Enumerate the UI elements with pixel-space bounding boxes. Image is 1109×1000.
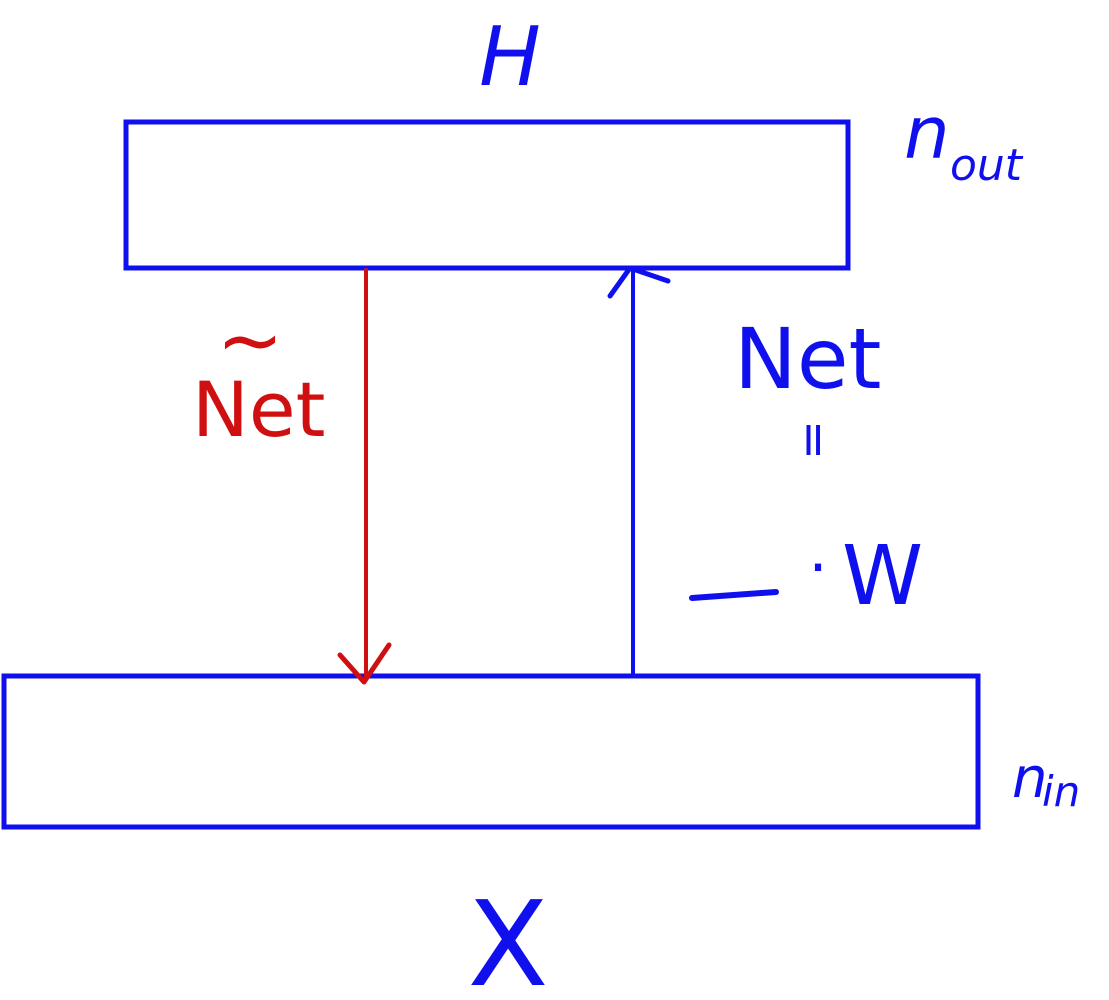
bottom-layer-size-main: n bbox=[1012, 746, 1048, 811]
forward-arrow-equals: = bbox=[786, 420, 842, 460]
bottom-layer bbox=[1, 673, 981, 830]
top-layer bbox=[123, 119, 851, 271]
forward-arrow-placeholder-dash bbox=[689, 589, 779, 601]
backward-arrow-head bbox=[337, 642, 392, 685]
backward-arrow-tilde: ~ bbox=[216, 294, 283, 387]
bottom-layer-size-sub: in bbox=[1042, 767, 1080, 816]
forward-arrow-label: Net = · W bbox=[689, 310, 923, 624]
bottom-layer-box bbox=[1, 673, 981, 830]
forward-arrow-var: W bbox=[842, 529, 923, 624]
top-layer-box bbox=[123, 119, 851, 271]
forward-arrow-dot: · bbox=[808, 533, 827, 603]
backward-arrow-label: ~ Net bbox=[192, 294, 325, 454]
top-layer-size-label: n out bbox=[904, 91, 1024, 191]
forward-arrow-text: Net bbox=[734, 310, 881, 408]
forward-arrow-head bbox=[607, 265, 671, 299]
top-layer-size-main: n bbox=[904, 91, 950, 175]
top-layer-size-sub: out bbox=[950, 140, 1024, 191]
forward-arrow bbox=[607, 265, 671, 678]
backward-arrow-text: Net bbox=[192, 365, 325, 454]
top-layer-label: H bbox=[479, 10, 541, 105]
bottom-layer-label: X bbox=[468, 875, 549, 1000]
backward-arrow bbox=[337, 268, 392, 685]
bottom-layer-size-label: n in bbox=[1012, 746, 1080, 816]
